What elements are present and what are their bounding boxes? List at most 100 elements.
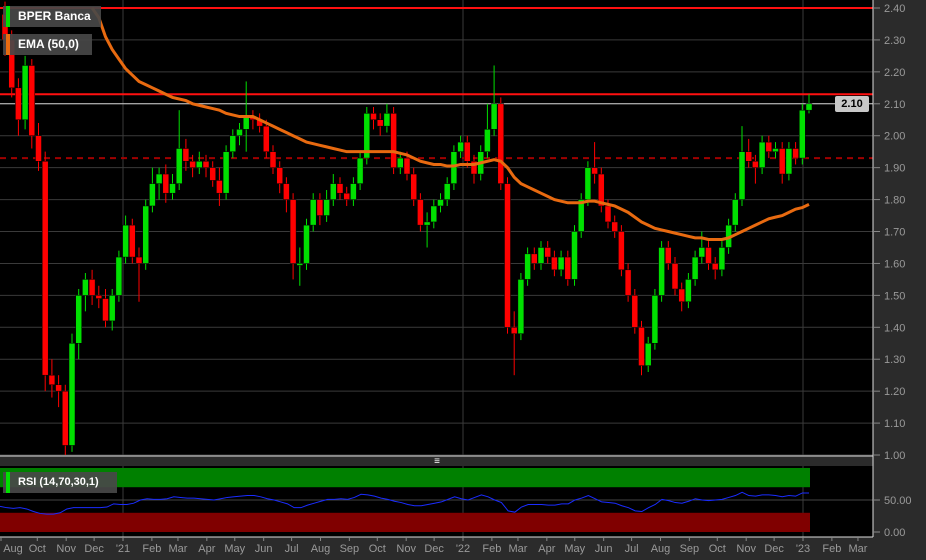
candle-body bbox=[75, 295, 82, 344]
candle-body bbox=[618, 231, 625, 271]
y-axis: 1.00 1.10 1.20 1.30 1.40 1.50 1.60 1.70 1.80 1.90… bbox=[873, 3, 912, 539]
candle-body bbox=[289, 199, 297, 264]
candle-body bbox=[658, 247, 665, 296]
instrument-name: BPER Banca bbox=[18, 9, 91, 23]
candle-body bbox=[129, 224, 136, 258]
candle-body bbox=[122, 224, 129, 258]
candle-body bbox=[799, 109, 806, 159]
candle-body bbox=[108, 295, 116, 322]
candle-body bbox=[303, 224, 310, 264]
x-tick-label: Dec bbox=[424, 543, 444, 555]
candle-body bbox=[497, 103, 505, 184]
candle-body bbox=[95, 295, 103, 299]
x-tick-label: Apr bbox=[538, 543, 555, 555]
candle-body bbox=[62, 390, 69, 446]
y-tick-label: 1.10 bbox=[884, 418, 905, 430]
candle-body bbox=[68, 343, 76, 446]
x-tick-label: Mar bbox=[848, 543, 867, 555]
candle-body bbox=[102, 298, 109, 322]
candle-body bbox=[263, 125, 270, 152]
candle-body bbox=[222, 151, 230, 194]
candle-body bbox=[778, 148, 786, 175]
candle-body bbox=[765, 141, 773, 152]
candle-body bbox=[376, 119, 384, 127]
rsi-legend[interactable]: RSI (14,70,30,1) bbox=[3, 472, 117, 493]
x-tick-label: Jun bbox=[595, 543, 613, 555]
candle-body bbox=[356, 157, 364, 184]
candle-body bbox=[745, 151, 752, 162]
candle-body bbox=[28, 65, 36, 136]
candle-body bbox=[671, 263, 679, 290]
candle-body bbox=[457, 141, 464, 152]
candle-body bbox=[242, 116, 250, 130]
candle-body bbox=[450, 151, 458, 184]
candle-body bbox=[611, 221, 618, 232]
candle-body bbox=[417, 199, 424, 226]
candle-body bbox=[537, 247, 545, 264]
x-tick-label: Oct bbox=[709, 543, 726, 555]
candle-body bbox=[785, 148, 793, 175]
y-tick-label: 2.40 bbox=[884, 3, 905, 15]
x-tick-label: Jun bbox=[255, 543, 273, 555]
candle-body bbox=[216, 180, 223, 194]
x-tick-label: Nov bbox=[396, 543, 416, 555]
x-tick-label: Mar bbox=[508, 543, 527, 555]
candle-body bbox=[296, 263, 304, 266]
candle-body bbox=[698, 247, 706, 258]
candle-body bbox=[202, 161, 210, 168]
candle-body bbox=[691, 256, 699, 280]
candle-body bbox=[484, 129, 491, 152]
x-tick-label: Apr bbox=[198, 543, 215, 555]
candle-body bbox=[309, 199, 317, 226]
candle-body bbox=[678, 288, 685, 303]
x-tick-label: Feb bbox=[142, 543, 161, 555]
candle-body bbox=[490, 103, 498, 130]
candles bbox=[1, 1, 813, 456]
candle-body bbox=[557, 256, 565, 271]
candle-body bbox=[88, 279, 96, 296]
candle-body bbox=[470, 161, 478, 175]
candle-body bbox=[711, 263, 719, 271]
candle-body bbox=[805, 103, 813, 111]
instrument-legend[interactable]: BPER Banca bbox=[3, 6, 101, 27]
x-tick-label: May bbox=[224, 543, 245, 555]
candle-body bbox=[209, 167, 216, 181]
rsi-y-tick-label: 0.00 bbox=[884, 527, 905, 539]
x-tick-label: Sep bbox=[680, 543, 700, 555]
x-tick-label: Mar bbox=[168, 543, 187, 555]
candle-body bbox=[430, 205, 438, 223]
x-tick-label: '23 bbox=[796, 543, 810, 555]
x-tick-label: Aug bbox=[311, 543, 331, 555]
candle-body bbox=[403, 157, 411, 175]
x-axis[interactable]: Aug Oct Nov Dec '21 Feb Mar Apr May Jun Jul Aug Sep O… bbox=[0, 537, 868, 555]
ema-legend[interactable]: EMA (50,0) bbox=[3, 34, 92, 55]
y-tick-label: 2.00 bbox=[884, 131, 905, 143]
candle-body bbox=[443, 183, 451, 200]
y-tick-label: 2.30 bbox=[884, 35, 905, 47]
candle-body bbox=[564, 256, 572, 280]
candle-body bbox=[644, 343, 652, 366]
candle-body bbox=[135, 256, 143, 264]
candle-body bbox=[410, 173, 417, 200]
candle-body bbox=[21, 65, 29, 121]
candle-body bbox=[323, 199, 330, 216]
x-tick-label: Jul bbox=[285, 543, 299, 555]
candle-body bbox=[738, 151, 746, 200]
candle-body bbox=[464, 141, 471, 162]
candle-body bbox=[316, 199, 324, 216]
candle-body bbox=[383, 113, 391, 127]
y-tick-label: 1.80 bbox=[884, 195, 905, 207]
candle-body bbox=[577, 199, 585, 232]
candle-body bbox=[584, 167, 592, 200]
candle-body bbox=[189, 161, 196, 168]
candle-body bbox=[48, 374, 56, 386]
candle-body bbox=[772, 148, 779, 152]
candle-body bbox=[732, 199, 739, 226]
panel-resize-handle-icon[interactable]: ≡ bbox=[434, 456, 440, 467]
candle-body bbox=[524, 253, 531, 280]
candle-body bbox=[269, 151, 277, 168]
candle-body bbox=[82, 279, 89, 296]
y-tick-label: 1.70 bbox=[884, 227, 905, 239]
x-tick-label: Oct bbox=[29, 543, 46, 555]
